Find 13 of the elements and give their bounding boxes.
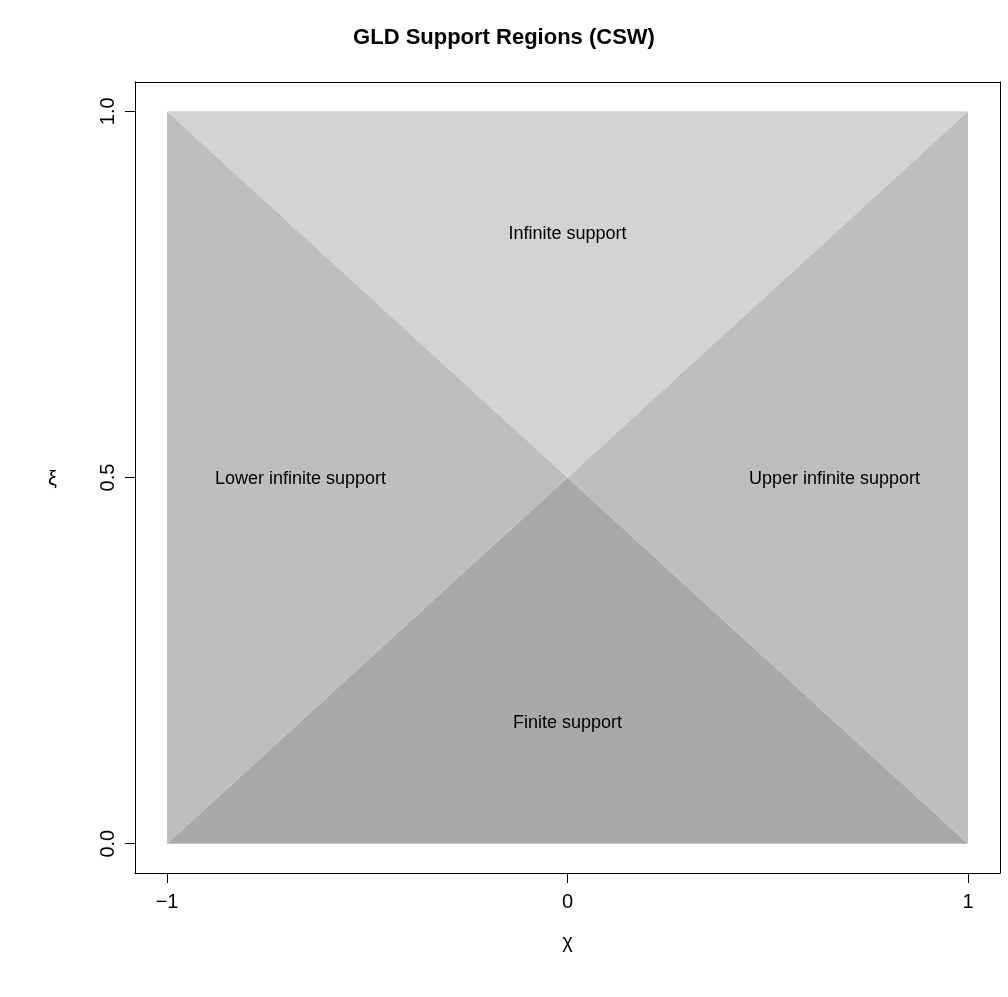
series-label: Finite support	[512, 711, 623, 732]
series-label: Lower infinite support	[214, 467, 387, 488]
y-axis-title: ξ	[48, 466, 58, 489]
y-tick-label: 0.0	[96, 829, 118, 858]
x-tick-label: −1	[155, 890, 179, 912]
x-tick-label: 0	[561, 890, 574, 912]
y-tick-label: 0.5	[96, 463, 118, 492]
series-label: Infinite support	[508, 223, 627, 244]
series-label: Upper infinite support	[748, 467, 921, 488]
x-tick-label: 1	[962, 890, 974, 912]
x-axis-title: χ	[562, 930, 574, 952]
y-tick-label: 1.0	[96, 97, 118, 126]
chart-title: GLD Support Regions (CSW)	[353, 23, 655, 49]
